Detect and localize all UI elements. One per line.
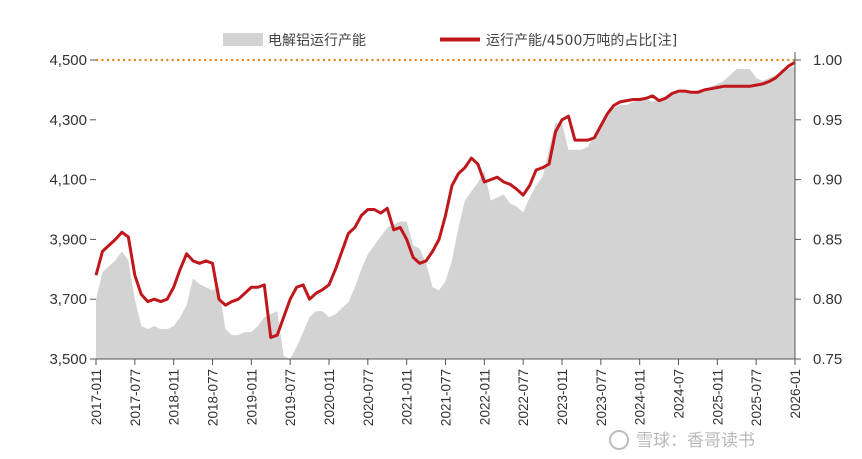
line-series-capacity-ratio [94,61,796,339]
right-axis-tick-label: 0.90 [813,172,842,189]
x-axis-tick-label: 2025-077 [749,369,764,426]
x-axis: 2017-011 2017-077 2018-011 2018-077 2019-011… [89,358,803,426]
left-axis-tick-label: 4,100 [49,172,87,189]
watermark: 雪球：香哥读书 [609,430,755,451]
x-axis-tick-label: 2019-077 [283,369,298,426]
legend-label-area: 电解铝运行产能 [268,33,366,49]
x-axis-tick-label: 2022-077 [516,369,531,426]
left-axis-tick-label: 3,900 [49,231,87,248]
x-axis-tick-label: 2025-011 [710,369,725,425]
x-axis-tick-label: 2018-077 [206,369,221,426]
left-axis: 3,500 3,700 3,900 4,100 4,300 4,500 [49,52,96,368]
legend-label-line: 运行产能/4500万吨的占比[注] [486,33,677,49]
right-axis-tick-label: 1.00 [813,52,842,69]
legend-swatch-area [223,33,263,46]
right-axis-tick-label: 0.75 [813,351,842,368]
x-axis-tick-label: 2023-077 [594,369,609,426]
x-axis-tick-label: 2018-011 [167,369,182,425]
watermark-logo-icon [609,430,629,450]
right-axis-tick-label: 0.95 [813,112,842,129]
x-axis-tick-label: 2024-011 [633,369,648,425]
right-axis-tick-label: 0.85 [813,231,842,248]
x-axis-tick-label: 2022-011 [477,369,492,425]
area-series-operating-capacity [96,65,795,359]
left-axis-tick-label: 3,700 [49,291,87,308]
x-axis-tick-label: 2024-07 [672,369,687,419]
x-axis-tick-label: 2019-011 [244,369,259,425]
left-axis-tick-label: 3,500 [49,351,87,368]
x-axis-tick-label: 2020-011 [322,369,337,425]
x-axis-tick-label: 2020-077 [361,369,376,426]
x-axis-tick-label: 2023-011 [555,369,570,425]
watermark-text: 雪球：香哥读书 [636,431,755,451]
x-axis-tick-label: 2026-01 [788,369,803,419]
left-axis-tick-label: 4,500 [49,52,87,69]
plot-area [94,58,796,359]
right-axis-tick-label: 0.80 [813,291,842,308]
x-axis-tick-label: 2017-077 [128,369,143,426]
x-axis-tick-label: 2021-077 [439,369,454,426]
x-axis-tick-label: 2017-011 [89,369,104,425]
left-axis-tick-label: 4,300 [49,112,87,129]
x-axis-tick-label: 2021-011 [400,369,415,425]
chart-legend: 电解铝运行产能 运行产能/4500万吨的占比[注] [223,33,677,49]
right-axis: 0.75 0.80 0.85 0.90 0.95 1.00 [794,52,842,368]
